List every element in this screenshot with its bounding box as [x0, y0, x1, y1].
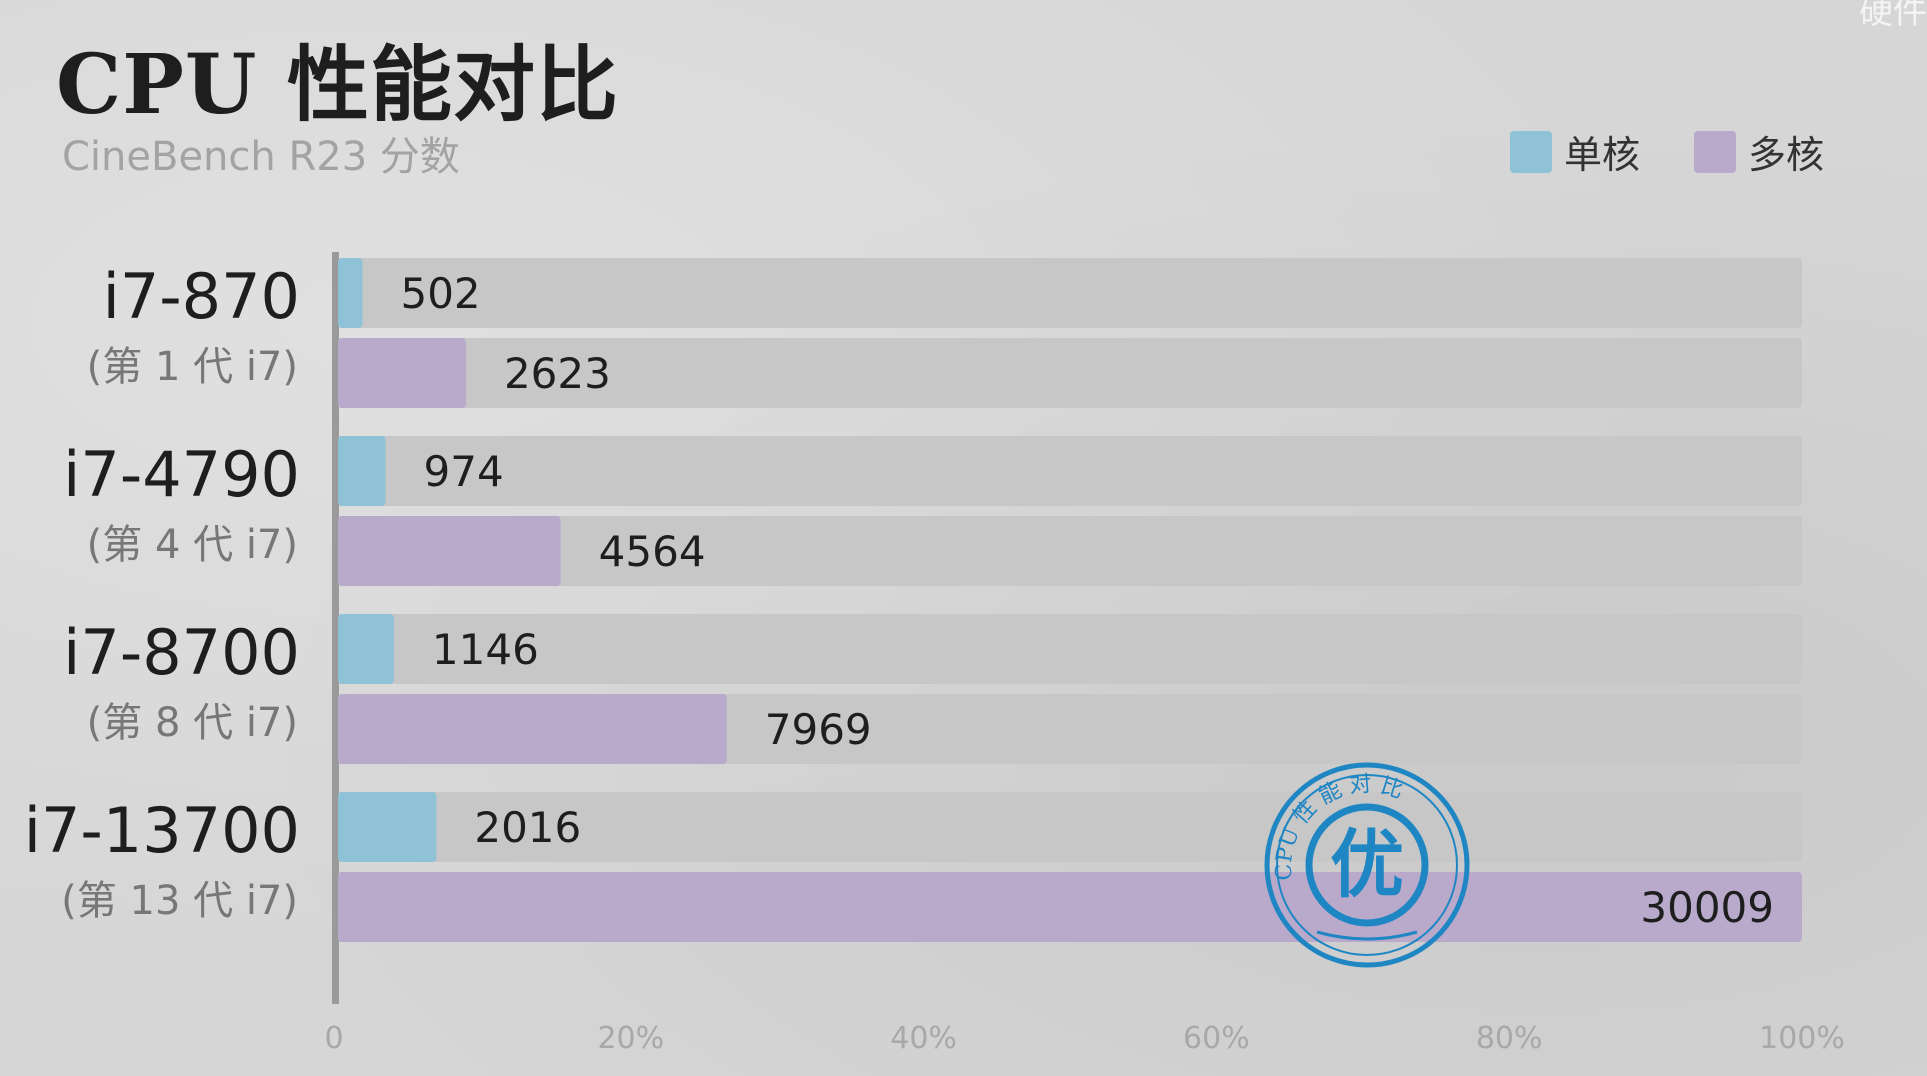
legend-label-single: 单核	[1564, 133, 1641, 177]
category-sublabel: (第 13 代 i7)	[61, 878, 298, 924]
data-bar	[338, 872, 1802, 942]
y-axis-line	[332, 252, 339, 1004]
data-bar	[338, 436, 386, 506]
bar-track	[338, 516, 1802, 586]
category-sublabel: (第 4 代 i7)	[87, 522, 298, 568]
legend-swatch-multi	[1694, 130, 1737, 173]
category-label: i7-8700	[63, 616, 300, 689]
category-label: i7-4790	[63, 438, 300, 511]
data-label: 7969	[765, 705, 872, 754]
x-tick-label: 20%	[597, 1021, 664, 1056]
data-bar	[338, 694, 727, 764]
x-tick-label: 60%	[1183, 1021, 1250, 1056]
legend-swatch-single	[1510, 130, 1552, 173]
data-bar	[338, 516, 561, 586]
bar-track	[338, 338, 1802, 408]
bar-track	[338, 436, 1802, 506]
legend-item-multi[interactable]: 多核	[1694, 124, 1824, 179]
data-label: 4564	[599, 527, 706, 576]
stamp-center-text: 优	[1330, 822, 1404, 908]
x-tick-label: 40%	[890, 1021, 957, 1056]
category-sublabel: (第 8 代 i7)	[87, 700, 298, 746]
data-bar	[338, 614, 394, 684]
x-tick-label: 100%	[1759, 1021, 1845, 1056]
legend-item-single[interactable]: 单核	[1510, 124, 1640, 179]
chart-subtitle: CineBench R23 分数	[62, 134, 460, 180]
x-tick-label: 0	[324, 1021, 343, 1056]
data-bar	[338, 258, 363, 328]
x-tick-label: 80%	[1476, 1021, 1543, 1056]
data-label: 2623	[504, 349, 611, 398]
stamp-seal: CPU 性 能 对 比 优	[1264, 762, 1470, 968]
data-label: 1146	[432, 625, 539, 674]
data-bar	[338, 792, 437, 862]
legend: 单核 多核	[1510, 124, 1824, 179]
bar-track	[338, 614, 1802, 684]
chart-title: CPU 性能对比	[56, 37, 619, 133]
watermark-text: 硬件	[1859, 0, 1927, 32]
category-label: i7-870	[103, 260, 300, 333]
data-label: 2016	[474, 803, 581, 852]
category-sublabel: (第 1 代 i7)	[87, 344, 298, 390]
legend-label-multi: 多核	[1748, 133, 1825, 177]
data-bar	[338, 338, 466, 408]
data-label: 974	[424, 447, 504, 496]
category-label: i7-13700	[24, 794, 300, 867]
data-label: 502	[400, 269, 480, 318]
bar-track	[338, 258, 1802, 328]
data-label: 30009	[1640, 883, 1774, 932]
bar-track	[338, 792, 1802, 862]
